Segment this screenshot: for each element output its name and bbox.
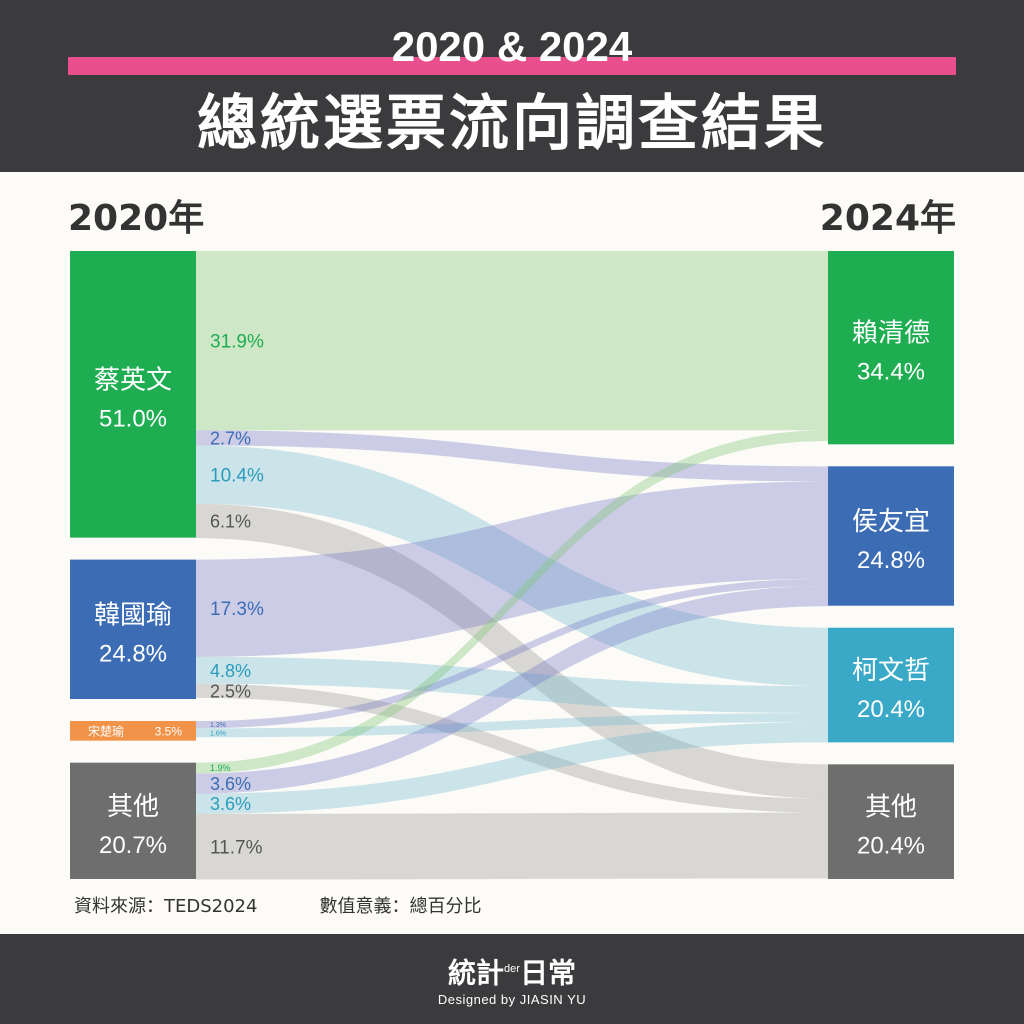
flow-label-tsai-ko: 10.4% xyxy=(210,466,264,487)
header-bar xyxy=(0,0,1024,172)
header-year-title: 2020 & 2024 xyxy=(391,23,633,70)
footer-bar xyxy=(0,934,1024,1024)
target-node-value-hou: 24.8% xyxy=(857,547,925,574)
flow-band-tsai-hou xyxy=(196,430,828,482)
data-source-text: 資料來源：TEDS2024 xyxy=(74,896,258,917)
flow-band-other2020-ko xyxy=(196,722,828,814)
header-accent-stripe xyxy=(68,57,956,75)
flow-band-other2020-lai xyxy=(196,430,828,774)
target-node-value-other2024: 20.4% xyxy=(857,833,925,860)
flow-label-han-other2024: 2.5% xyxy=(210,681,251,701)
flow-band-han-other2024 xyxy=(196,683,828,813)
target-node-lai xyxy=(828,251,954,445)
logo-main: 統計 xyxy=(448,956,505,990)
target-node-other2024 xyxy=(828,764,954,879)
flow-label-tsai-lai: 31.9% xyxy=(210,331,264,352)
flow-band-han-ko xyxy=(196,656,828,714)
flow-label-soong-ko: 1.6% xyxy=(210,730,226,737)
source-node-soong xyxy=(70,720,196,741)
flow-label-soong-hou: 1.3% xyxy=(210,722,226,729)
flow-band-other2020-other2024 xyxy=(196,812,828,880)
target-node-value-ko: 20.4% xyxy=(857,696,925,723)
flow-band-soong-hou xyxy=(196,578,828,729)
right-year-label: 2024年 xyxy=(819,198,956,239)
source-node-value-tsai: 51.0% xyxy=(99,405,167,432)
page-title: 總統選票流向調查結果 xyxy=(197,89,827,159)
source-node-name-tsai: 蔡英文 xyxy=(94,365,172,395)
source-node-han xyxy=(70,559,196,699)
flow-label-other2020-lai: 1.9% xyxy=(210,763,231,773)
source-node-name-han: 韓國瑜 xyxy=(94,600,172,630)
target-node-name-ko: 柯文哲 xyxy=(852,656,930,686)
flow-band-tsai-lai xyxy=(196,251,828,431)
target-node-name-hou: 侯友宜 xyxy=(852,507,930,537)
source-node-tsai xyxy=(70,251,196,538)
flow-band-han-hou xyxy=(196,481,828,657)
flow-label-tsai-other2024: 6.1% xyxy=(210,512,251,532)
target-node-hou xyxy=(828,466,954,606)
flow-band-other2020-hou xyxy=(196,586,828,794)
flow-label-han-hou: 17.3% xyxy=(210,599,264,620)
logo-sup: der xyxy=(504,963,520,975)
flow-band-soong-ko xyxy=(196,713,828,738)
source-node-value-soong: 3.5% xyxy=(155,724,183,738)
flow-label-tsai-hou: 2.7% xyxy=(210,428,251,448)
source-node-other2020 xyxy=(70,762,196,879)
brand-logo: 統計der日常 xyxy=(0,952,1024,990)
logo-tail: 日常 xyxy=(519,956,576,990)
flow-label-other2020-hou: 3.6% xyxy=(210,774,251,794)
flow-label-han-ko: 4.8% xyxy=(210,661,251,681)
source-node-name-soong: 宋楚瑜 xyxy=(88,723,124,738)
target-node-ko xyxy=(828,627,954,743)
designer-credit: Designed by JIASIN YU xyxy=(437,992,587,1007)
target-node-name-other2024: 其他 xyxy=(865,793,917,823)
flow-band-tsai-ko xyxy=(196,445,828,687)
flow-label-other2020-other2024: 11.7% xyxy=(210,838,263,859)
footer-note: 資料來源：TEDS2024 數值意義：總百分比 xyxy=(74,894,543,920)
flow-label-other2020-ko: 3.6% xyxy=(210,794,251,814)
target-node-name-lai: 賴清德 xyxy=(852,319,930,349)
left-year-label: 2020年 xyxy=(68,198,205,239)
flow-band-tsai-other2024 xyxy=(196,503,828,799)
source-node-value-han: 24.8% xyxy=(99,640,167,667)
value-meaning-text: 數值意義：總百分比 xyxy=(319,896,482,917)
source-node-value-other2020: 20.7% xyxy=(99,832,167,859)
target-node-value-lai: 34.4% xyxy=(857,359,925,386)
source-node-name-other2020: 其他 xyxy=(107,792,159,822)
